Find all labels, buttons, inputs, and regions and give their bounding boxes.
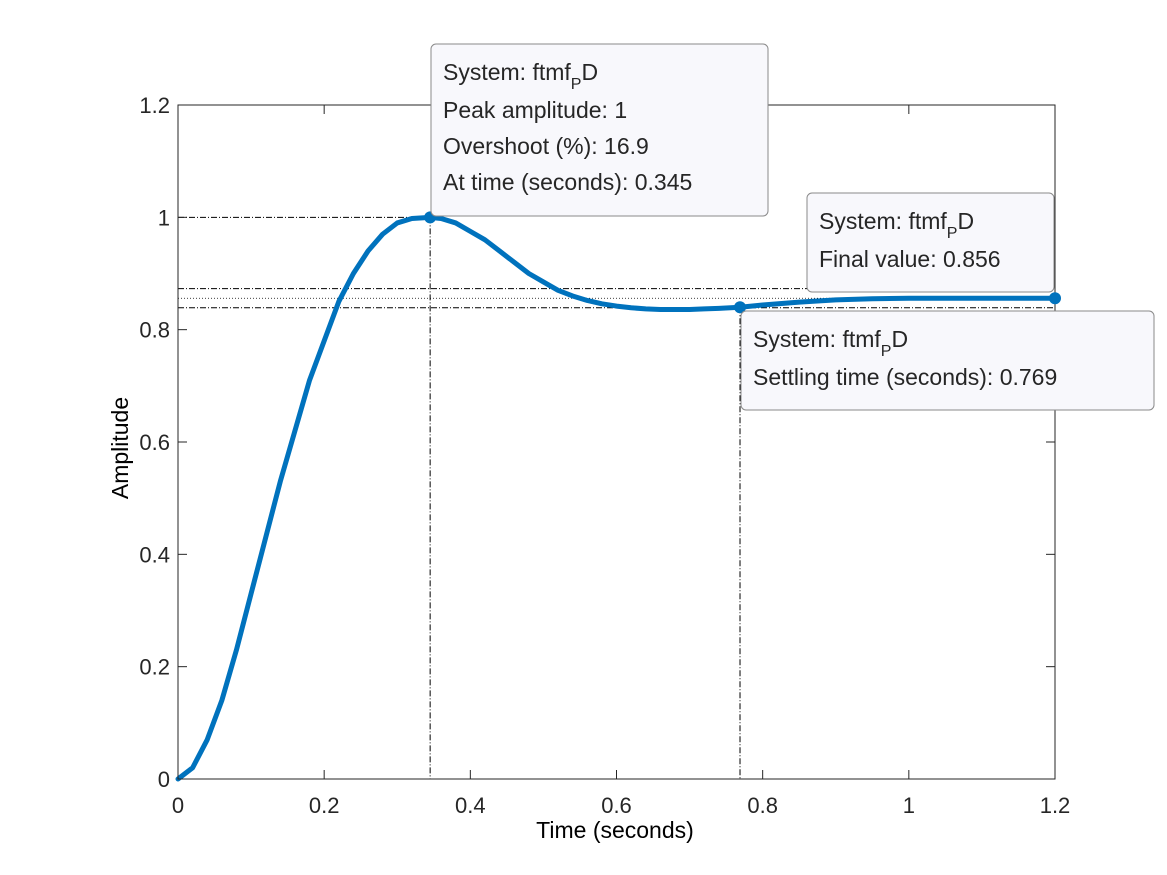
data-tip-line: Final value: 0.856 bbox=[819, 246, 1001, 272]
y-tick-label: 0.8 bbox=[139, 318, 170, 343]
x-tick-label: 1.2 bbox=[1040, 793, 1071, 818]
x-axis-label: Time (seconds) bbox=[536, 817, 694, 843]
data-tip-box bbox=[740, 310, 1155, 411]
y-tick-label: 0.2 bbox=[139, 655, 170, 680]
data-tips: System: ftmfPD Peak amplitude: 1 Overshoot… bbox=[430, 43, 1155, 411]
data-tip-box bbox=[430, 43, 769, 217]
settling-marker bbox=[734, 301, 747, 314]
data-tip-system: System: ftmfPD bbox=[443, 59, 598, 93]
data-tip-box bbox=[806, 192, 1055, 293]
data-tip-line: Peak amplitude: 1 bbox=[443, 97, 627, 123]
data-tip-system: System: ftmfPD bbox=[819, 208, 974, 242]
x-tick-label: 1 bbox=[903, 793, 915, 818]
y-tick-label: 0.6 bbox=[139, 430, 170, 455]
series-line-0 bbox=[175, 214, 1058, 782]
x-tick-label: 0.8 bbox=[747, 793, 778, 818]
data-tip-line: At time (seconds): 0.345 bbox=[443, 169, 692, 195]
peak-data-tip: System: ftmfPD Peak amplitude: 1 Overshoot… bbox=[430, 43, 769, 217]
y-tick-label: 0.4 bbox=[139, 542, 170, 567]
data-tip-line: Overshoot (%): 16.9 bbox=[443, 133, 649, 159]
series-curves bbox=[175, 214, 1058, 782]
x-tick-label: 0 bbox=[172, 793, 184, 818]
data-tip-line: Settling time (seconds): 0.769 bbox=[753, 364, 1057, 390]
x-tick-label: 0.2 bbox=[309, 793, 340, 818]
final-data-tip: System: ftmfPD Final value: 0.856 bbox=[806, 192, 1055, 293]
x-tick-label: 0.6 bbox=[601, 793, 632, 818]
settling-data-tip: System: ftmfPD Settling time (seconds): 0… bbox=[740, 310, 1155, 411]
y-tick-label: 1.2 bbox=[139, 93, 170, 118]
final-marker bbox=[1049, 292, 1061, 305]
y-axis-ticks: 0 0.2 0.4 0.6 0.8 1 1.2 bbox=[139, 93, 1055, 792]
y-tick-label: 0 bbox=[158, 767, 170, 792]
x-tick-label: 0.4 bbox=[455, 793, 486, 818]
y-axis-label: Amplitude bbox=[107, 397, 133, 499]
x-axis-ticks: 0 0.2 0.4 0.6 0.8 1 1.2 bbox=[172, 105, 1070, 818]
y-tick-label: 1 bbox=[158, 205, 170, 230]
data-tip-system: System: ftmfPD bbox=[753, 326, 908, 360]
